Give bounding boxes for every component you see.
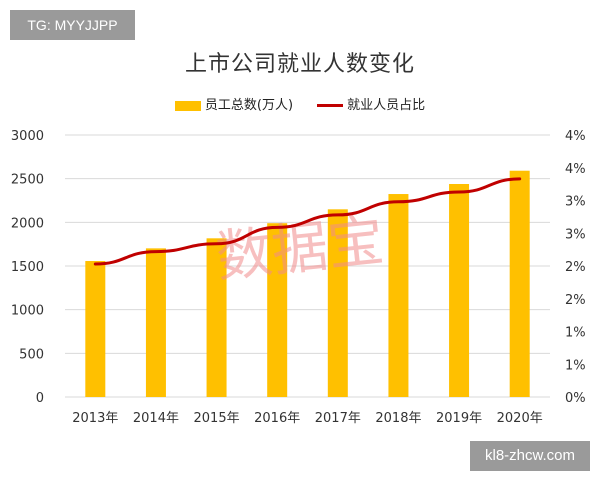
legend-item-bar: 员工总数(万人) <box>174 94 294 113</box>
source-tag: TG: MYYJJPP <box>10 10 135 40</box>
y-left-tick: 2000 <box>11 216 44 231</box>
y-left-tick: 3000 <box>11 129 44 144</box>
x-tick: 2020年 <box>497 411 543 426</box>
y-right-tick: 3% <box>565 195 586 210</box>
y-right-tick: 2% <box>565 293 586 308</box>
legend-item-line: 就业人员占比 <box>317 94 425 113</box>
bar <box>145 248 166 397</box>
y-right-tick: 4% <box>565 129 586 144</box>
bar <box>449 183 470 397</box>
y-right-tick: 1% <box>565 326 586 341</box>
line-series <box>93 177 522 266</box>
x-tick: 2013年 <box>72 411 118 426</box>
legend: 员工总数(万人) 就业人员占比 <box>0 94 600 113</box>
y-right-tick: 2% <box>565 260 586 275</box>
y-right-tick: 3% <box>565 227 586 242</box>
bar <box>85 261 106 397</box>
bar <box>327 209 348 397</box>
bar <box>388 194 409 397</box>
y-left-tick: 2500 <box>11 173 44 188</box>
x-tick: 2018年 <box>375 411 421 426</box>
watermark-text: 数据宝 <box>213 208 387 290</box>
y-right-tick: 1% <box>565 358 586 373</box>
y-right-tick: 4% <box>565 162 586 177</box>
legend-label: 就业人员占比 <box>347 98 426 113</box>
x-tick: 2017年 <box>315 411 361 426</box>
x-tick: 2014年 <box>133 411 179 426</box>
site-watermark: kl8-zhcw.com <box>470 441 590 471</box>
y-left-tick: 1500 <box>11 260 44 275</box>
x-tick: 2015年 <box>194 411 240 426</box>
legend-label: 员工总数(万人) <box>204 98 294 113</box>
chart-title: 上市公司就业人数变化 <box>184 52 415 77</box>
y-left-tick: 500 <box>19 347 44 362</box>
bar <box>509 170 530 397</box>
y-right-tick: 0% <box>565 391 586 406</box>
y-left-tick: 1000 <box>11 304 44 319</box>
x-tick: 2016年 <box>254 411 300 426</box>
y-left-tick: 0 <box>36 391 44 406</box>
bar <box>206 238 227 397</box>
bar <box>267 223 288 397</box>
x-tick: 2019年 <box>436 411 482 426</box>
